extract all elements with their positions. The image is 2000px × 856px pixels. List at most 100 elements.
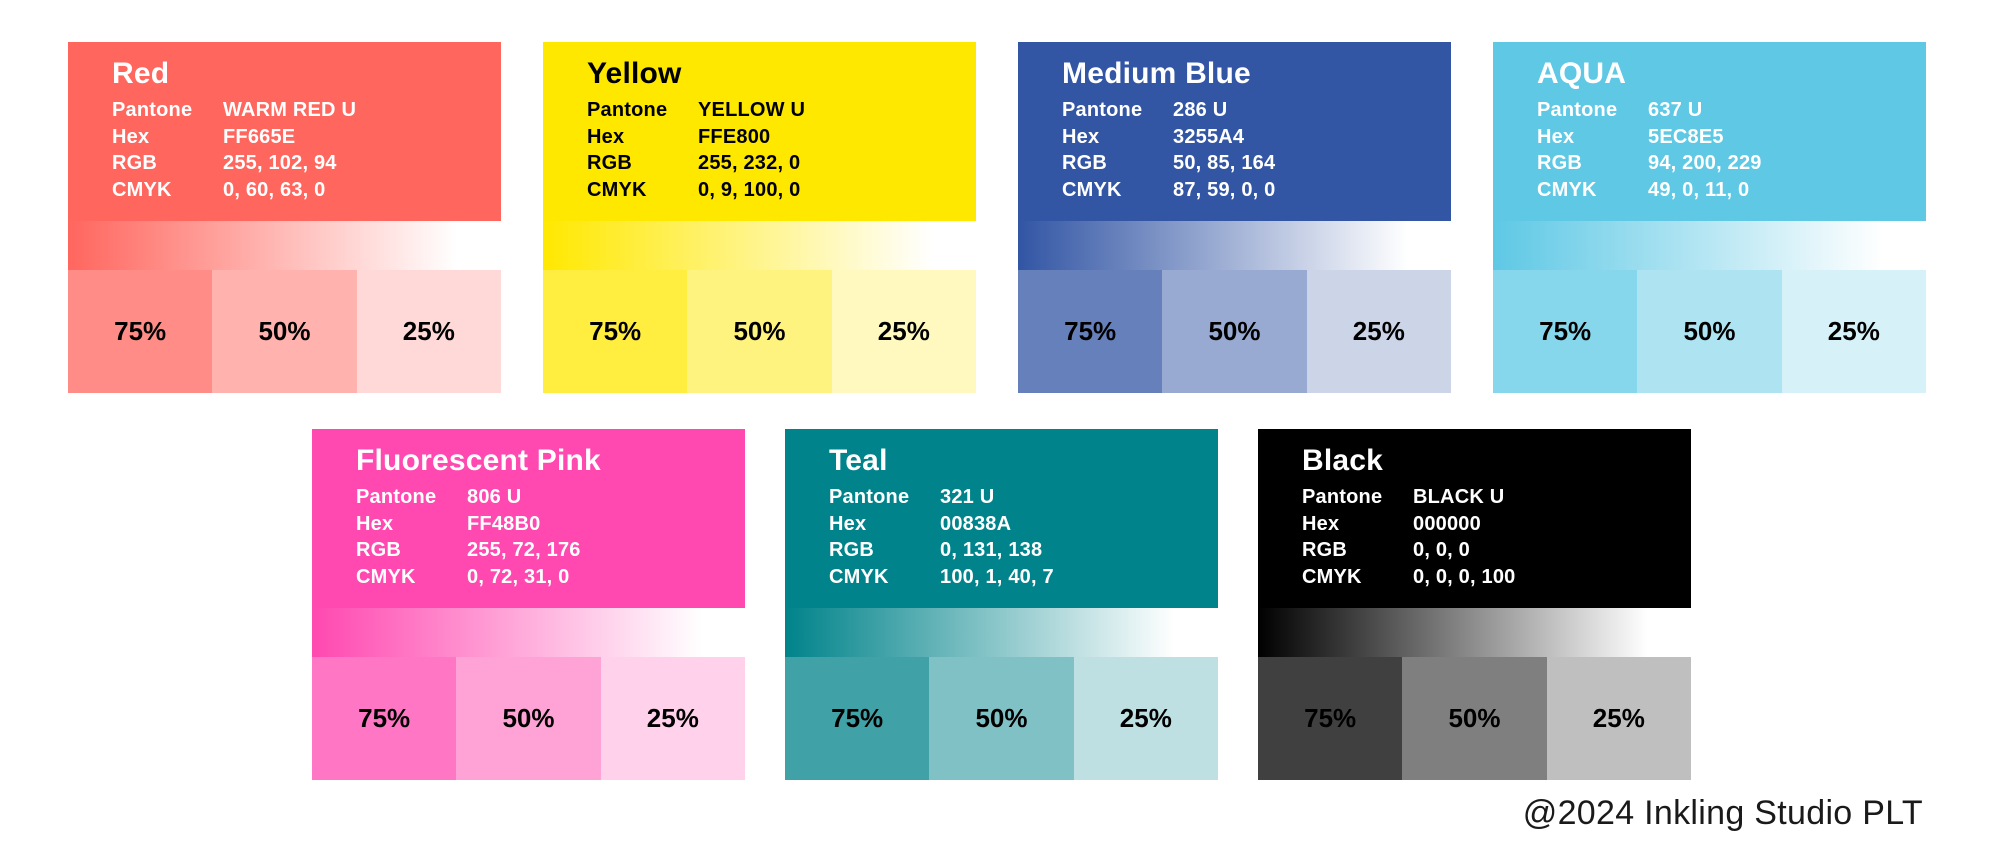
tint-swatch-row: 75% 50% 25% <box>543 270 976 393</box>
spec-label: Hex <box>1062 125 1100 148</box>
tint-swatch: 75% <box>1018 270 1163 393</box>
spec-row: CMYK 100, 1, 40, 7 <box>829 564 1210 591</box>
tint-label: 50% <box>975 703 1028 733</box>
spec-label: CMYK <box>1062 178 1122 201</box>
color-card: Fluorescent Pink Pantone 806 U Hex FF48B… <box>312 429 745 780</box>
spec-label: RGB <box>1537 152 1583 174</box>
spec-value: BLACK U <box>1413 486 1505 508</box>
palette-row-top: Red Pantone WARM RED U Hex FF665E RGB 25… <box>68 42 1926 393</box>
spec-row: RGB 50, 85, 164 <box>1062 150 1443 177</box>
spec-row: Pantone 637 U <box>1537 97 1918 124</box>
spec-value: 49, 0, 11, 0 <box>1648 178 1750 201</box>
tint-swatch: 50% <box>1637 270 1782 393</box>
spec-row: Pantone BLACK U <box>1302 484 1683 511</box>
spec-row: Pantone 286 U <box>1062 97 1443 124</box>
tint-swatch-row: 75% 50% 25% <box>312 657 745 780</box>
spec-label: Pantone <box>587 99 668 121</box>
tint-label: 25% <box>402 316 455 346</box>
color-card: Black Pantone BLACK U Hex 000000 RGB 0, … <box>1258 429 1691 780</box>
spec-value: 0, 0, 0, 100 <box>1413 565 1516 588</box>
color-card-info: Fluorescent Pink Pantone 806 U Hex FF48B… <box>312 429 745 608</box>
spec-value: 000000 <box>1413 512 1481 535</box>
color-card-info: AQUA Pantone 637 U Hex 5EC8E5 RGB 94, 20… <box>1493 42 1926 221</box>
color-gradient-bar <box>1493 221 1926 270</box>
spec-value: 50, 85, 164 <box>1173 152 1276 174</box>
color-name: Yellow <box>587 57 682 90</box>
spec-label: RGB <box>112 152 158 174</box>
spec-label: Pantone <box>356 486 437 508</box>
tint-label: 75% <box>114 316 167 346</box>
spec-value: YELLOW U <box>698 99 806 121</box>
spec-label: Hex <box>1537 125 1575 148</box>
tint-swatch-row: 75% 50% 25% <box>68 270 501 393</box>
spec-label: RGB <box>356 539 402 561</box>
spec-value: 806 U <box>467 486 522 508</box>
spec-value: FFE800 <box>698 125 771 148</box>
tint-label: 75% <box>589 316 642 346</box>
color-card: Medium Blue Pantone 286 U Hex 3255A4 RGB… <box>1018 42 1451 393</box>
spec-row: CMYK 0, 9, 100, 0 <box>587 177 968 204</box>
tint-swatch: 25% <box>600 657 745 780</box>
tint-swatch: 25% <box>831 270 976 393</box>
spec-row: Hex 5EC8E5 <box>1537 124 1918 151</box>
tint-label: 50% <box>733 316 786 346</box>
spec-label: RGB <box>829 539 875 561</box>
spec-label: CMYK <box>356 565 416 588</box>
spec-value: 255, 232, 0 <box>698 152 801 174</box>
spec-value: 100, 1, 40, 7 <box>940 565 1054 588</box>
spec-value: 0, 9, 100, 0 <box>698 178 801 201</box>
spec-label: RGB <box>1302 539 1348 561</box>
spec-row: Hex FF48B0 <box>356 511 737 538</box>
spec-row: Hex 000000 <box>1302 511 1683 538</box>
color-card-info: Medium Blue Pantone 286 U Hex 3255A4 RGB… <box>1018 42 1451 221</box>
spec-value: 0, 60, 63, 0 <box>223 178 326 201</box>
tint-label: 75% <box>831 703 884 733</box>
tint-label: 50% <box>258 316 311 346</box>
palette-row-bottom: Fluorescent Pink Pantone 806 U Hex FF48B… <box>312 429 1691 780</box>
tint-swatch-row: 75% 50% 25% <box>1258 657 1691 780</box>
spec-label: Pantone <box>829 486 910 508</box>
tint-label: 25% <box>877 316 930 346</box>
spec-value: 321 U <box>940 486 995 508</box>
color-spec-list: Pantone WARM RED U Hex FF665E RGB 255, 1… <box>112 97 493 203</box>
spec-row: Pantone 806 U <box>356 484 737 511</box>
color-spec-list: Pantone 286 U Hex 3255A4 RGB 50, 85, 164… <box>1062 97 1443 203</box>
spec-label: Pantone <box>1062 99 1143 121</box>
tint-label: 50% <box>1448 703 1501 733</box>
tint-swatch: 25% <box>1781 270 1926 393</box>
color-name: Black <box>1302 444 1384 477</box>
tint-swatch: 75% <box>68 270 213 393</box>
spec-row: RGB 255, 232, 0 <box>587 150 968 177</box>
spec-label: RGB <box>1062 152 1108 174</box>
tint-swatch: 50% <box>212 270 357 393</box>
spec-label: Pantone <box>1302 486 1383 508</box>
spec-row: RGB 0, 0, 0 <box>1302 537 1683 564</box>
color-gradient-bar <box>68 221 501 270</box>
color-card-info: Yellow Pantone YELLOW U Hex FFE800 RGB 2… <box>543 42 976 221</box>
spec-label: Hex <box>829 512 867 535</box>
tint-swatch: 25% <box>356 270 501 393</box>
tint-label: 25% <box>1827 316 1880 346</box>
color-spec-list: Pantone 637 U Hex 5EC8E5 RGB 94, 200, 22… <box>1537 97 1918 203</box>
spec-row: Hex FFE800 <box>587 124 968 151</box>
spec-value: FF48B0 <box>467 512 541 535</box>
color-gradient-bar <box>1258 608 1691 657</box>
spec-value: 0, 0, 0 <box>1413 539 1470 561</box>
spec-row: RGB 255, 72, 176 <box>356 537 737 564</box>
tint-swatch-row: 75% 50% 25% <box>785 657 1218 780</box>
color-card-info: Black Pantone BLACK U Hex 000000 RGB 0, … <box>1258 429 1691 608</box>
spec-label: CMYK <box>1302 565 1362 588</box>
tint-swatch: 50% <box>929 657 1074 780</box>
tint-label: 50% <box>1208 316 1261 346</box>
color-gradient-bar <box>543 221 976 270</box>
color-name: AQUA <box>1537 57 1627 90</box>
color-card: Yellow Pantone YELLOW U Hex FFE800 RGB 2… <box>543 42 976 393</box>
spec-row: CMYK 0, 0, 0, 100 <box>1302 564 1683 591</box>
spec-row: RGB 94, 200, 229 <box>1537 150 1918 177</box>
spec-value: WARM RED U <box>223 99 357 121</box>
tint-label: 50% <box>502 703 555 733</box>
color-spec-list: Pantone YELLOW U Hex FFE800 RGB 255, 232… <box>587 97 968 203</box>
color-name: Medium Blue <box>1062 57 1251 90</box>
tint-label: 75% <box>1304 703 1357 733</box>
spec-value: 87, 59, 0, 0 <box>1173 178 1276 201</box>
